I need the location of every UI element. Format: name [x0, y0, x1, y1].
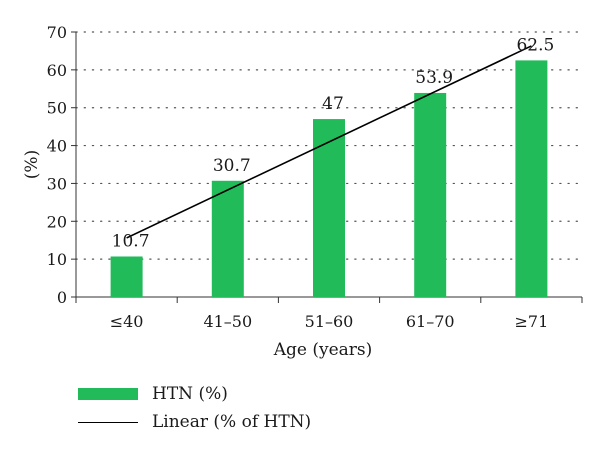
y-tick-label: 0: [57, 288, 67, 307]
data-label: 47: [322, 94, 344, 114]
data-label: 53.9: [415, 68, 453, 88]
y-tick-label: 30: [47, 174, 67, 193]
bar: [515, 60, 548, 298]
data-label: 30.7: [213, 156, 251, 176]
bar: [110, 256, 143, 297]
bar: [313, 119, 345, 297]
htn-bar-chart: 0 10 20 30 40 50 60 70 ≤40 41–50 51–60 61–70 ≥71 10…: [22, 23, 583, 360]
bar: [211, 180, 244, 297]
y-axis: 0 10 20 30 40 50 60 70: [47, 23, 77, 307]
data-label: 10.7: [112, 231, 150, 251]
y-axis-label: (%): [22, 150, 42, 179]
y-tick-label: 70: [47, 23, 67, 42]
x-tick-label: 41–50: [203, 312, 252, 331]
bars: [110, 60, 548, 298]
y-tick-label: 10: [47, 250, 67, 269]
y-tick-label: 20: [47, 212, 67, 231]
legend-item-htn: HTN (%): [78, 380, 311, 408]
x-axis-label: Age (years): [273, 340, 373, 360]
x-tick-label: 61–70: [406, 312, 455, 331]
legend-swatch-line: [78, 421, 138, 423]
x-tick-label: ≥71: [515, 312, 549, 331]
trendline-line: [126, 45, 532, 239]
data-label: 62.5: [516, 35, 554, 55]
x-tick-label: 51–60: [305, 312, 354, 331]
bar: [414, 92, 447, 297]
legend-item-linear: Linear (% of HTN): [78, 408, 311, 436]
legend-label-htn: HTN (%): [152, 384, 228, 404]
y-tick-label: 40: [47, 137, 67, 156]
y-tick-label: 60: [47, 61, 67, 80]
legend: HTN (%) Linear (% of HTN): [78, 380, 311, 436]
data-labels: 10.7 30.7 47 53.9 62.5: [112, 35, 555, 251]
legend-label-linear: Linear (% of HTN): [152, 412, 312, 432]
x-tick-label: ≤40: [110, 312, 144, 331]
y-tick-label: 50: [47, 99, 67, 118]
trendline: [126, 45, 532, 239]
legend-swatch-bar: [78, 388, 138, 400]
x-axis: ≤40 41–50 51–60 61–70 ≥71: [75, 296, 583, 331]
